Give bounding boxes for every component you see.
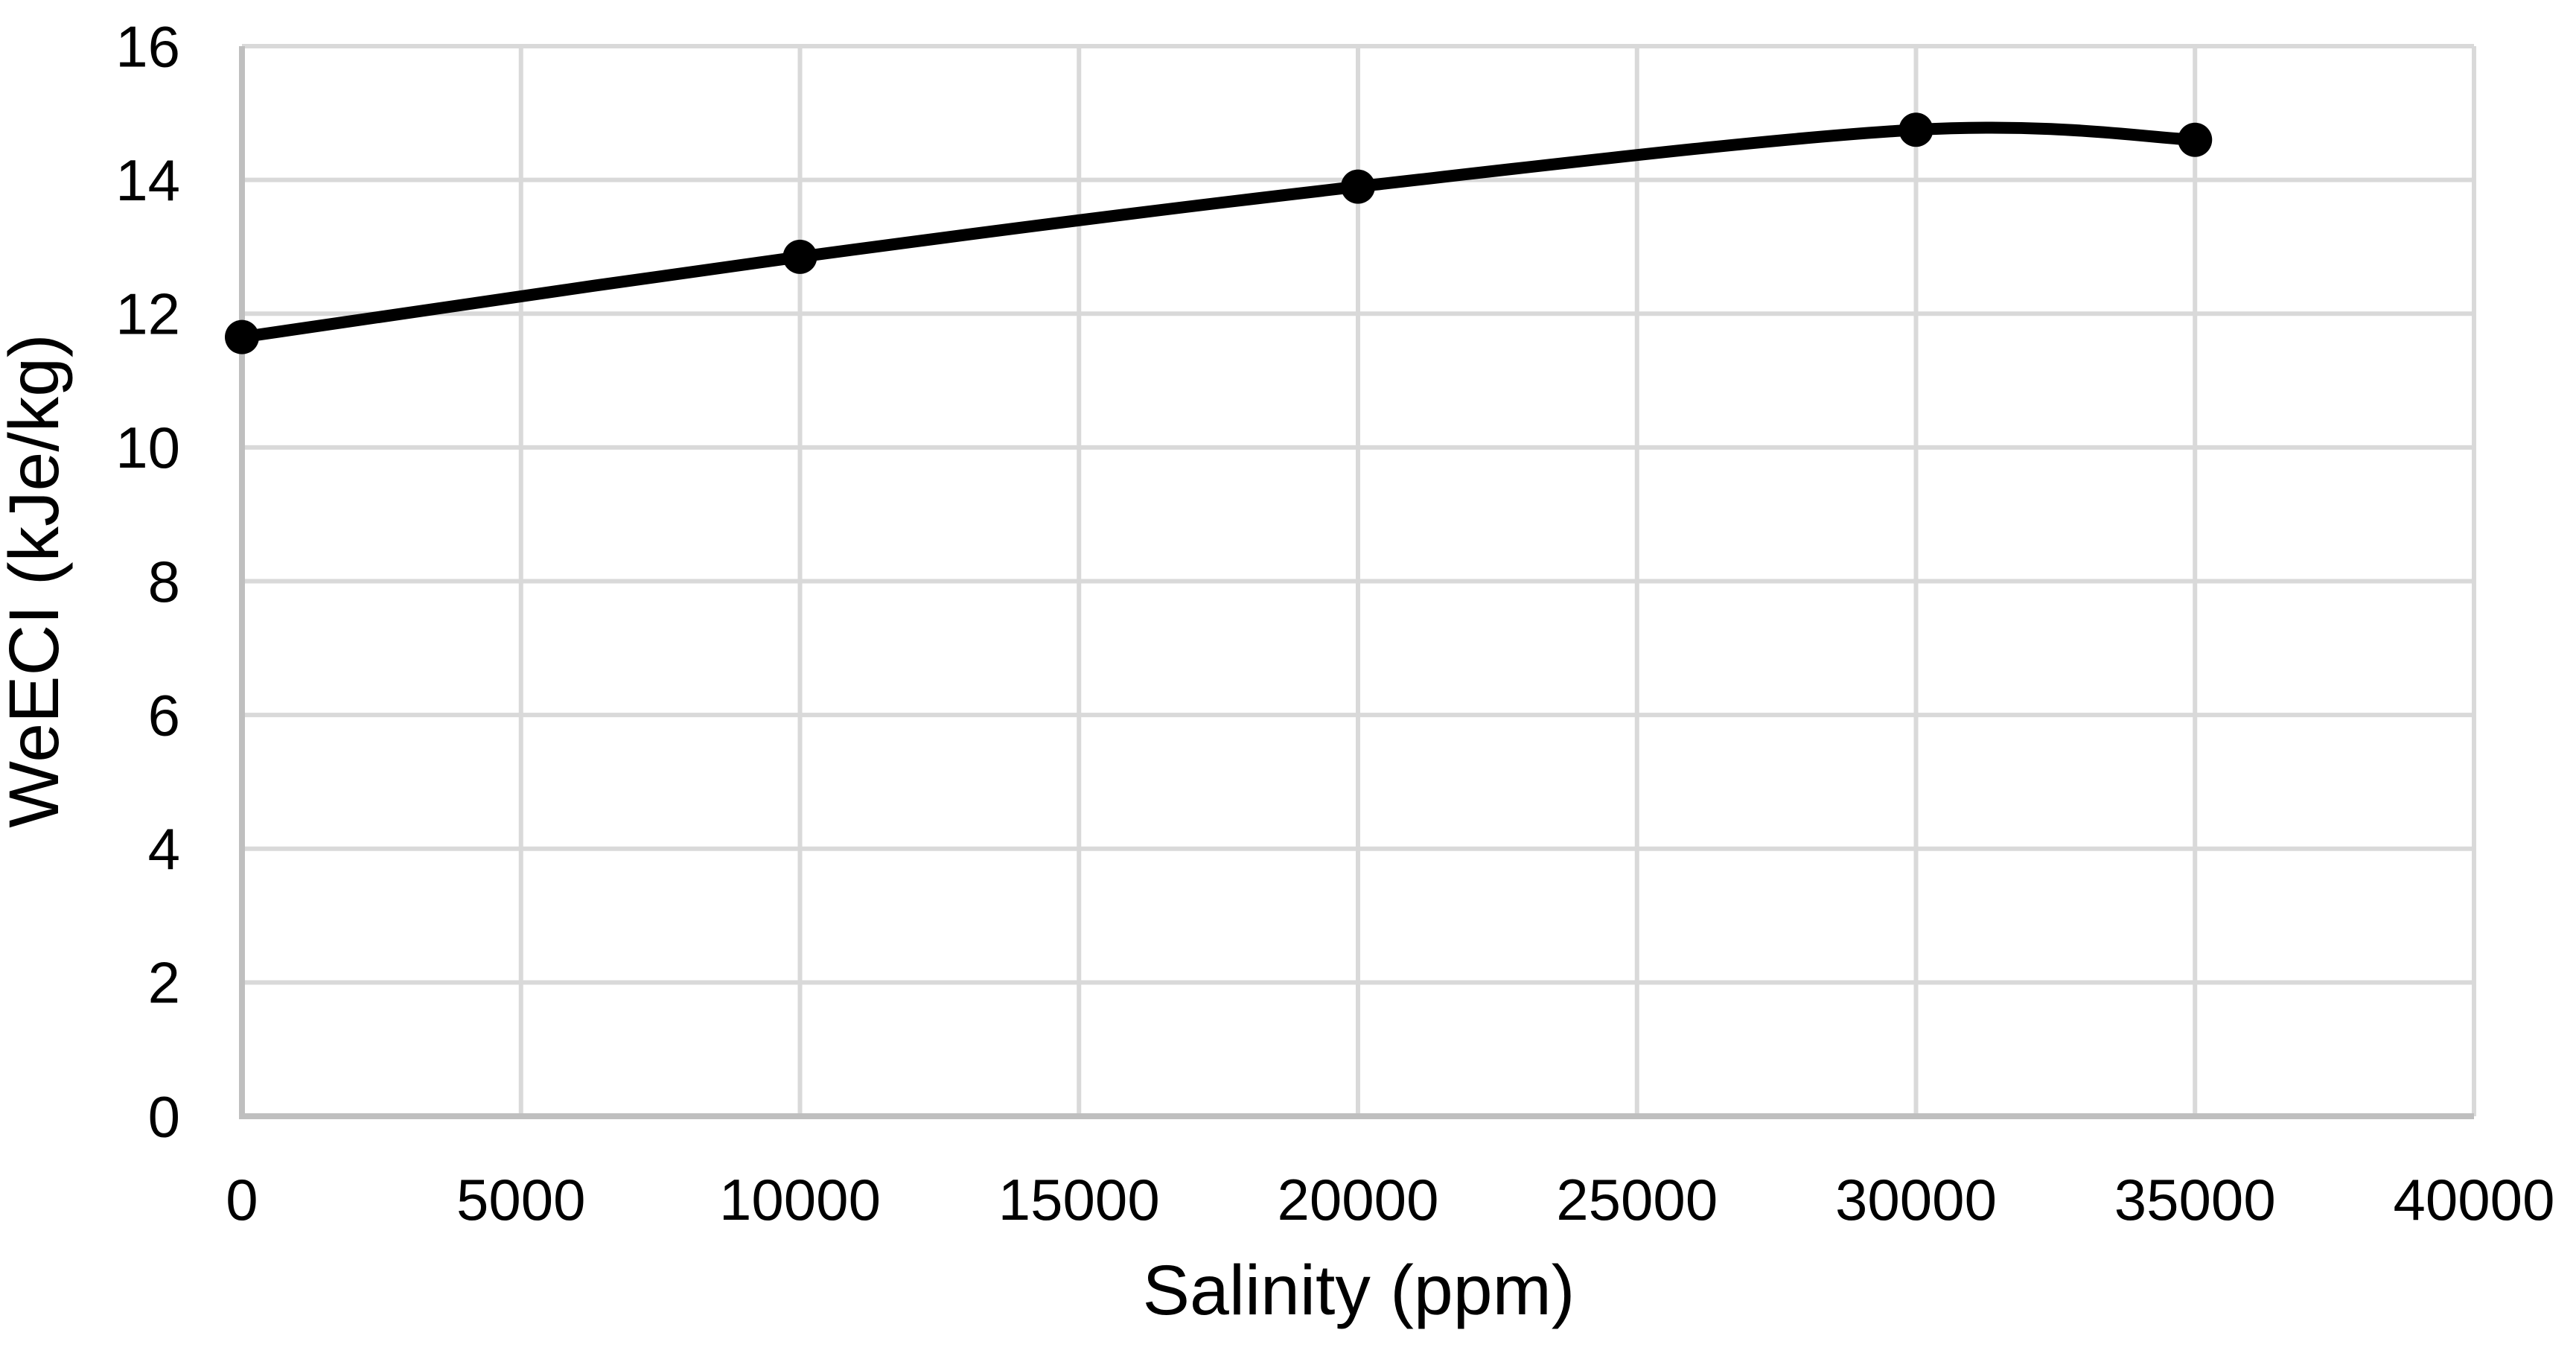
y-tick-label: 0	[148, 1083, 180, 1149]
x-tick-label: 15000	[998, 1167, 1160, 1232]
y-tick-label: 16	[115, 13, 180, 79]
gridlines	[242, 44, 2476, 1116]
data-point-marker	[1341, 169, 1375, 204]
x-tick-label: 5000	[456, 1167, 586, 1232]
y-tick-label: 12	[115, 281, 180, 347]
data-point-marker	[782, 239, 817, 274]
x-tick-label: 25000	[1556, 1167, 1718, 1232]
y-axis-title: WeECI (kJe/kg)	[0, 334, 74, 827]
x-tick-label: 0	[226, 1167, 258, 1232]
x-tick-label: 10000	[719, 1167, 881, 1232]
y-tick-labels: 0 2 4 6 8 10 12 14 16	[115, 13, 180, 1149]
x-tick-label: 40000	[2394, 1167, 2555, 1232]
data-series	[225, 112, 2213, 354]
y-tick-label: 2	[148, 950, 180, 1016]
y-tick-label: 6	[148, 682, 180, 748]
series-line	[236, 121, 2202, 343]
x-axis-title: Salinity (ppm)	[1143, 1251, 1575, 1330]
x-tick-label: 30000	[1835, 1167, 1997, 1232]
axes	[239, 46, 2474, 1119]
y-tick-label: 4	[148, 816, 180, 882]
x-tick-label: 20000	[1278, 1167, 1439, 1232]
data-point-marker	[225, 319, 259, 354]
data-point-marker	[2178, 122, 2213, 157]
data-point-marker	[1898, 112, 1933, 147]
y-tick-label: 10	[115, 415, 180, 480]
x-tick-labels: 0 5000 10000 15000 20000 25000 30000 35000 40000	[226, 1167, 2554, 1232]
y-tick-label: 14	[115, 147, 180, 213]
y-tick-label: 8	[148, 549, 180, 614]
x-tick-label: 35000	[2114, 1167, 2276, 1232]
